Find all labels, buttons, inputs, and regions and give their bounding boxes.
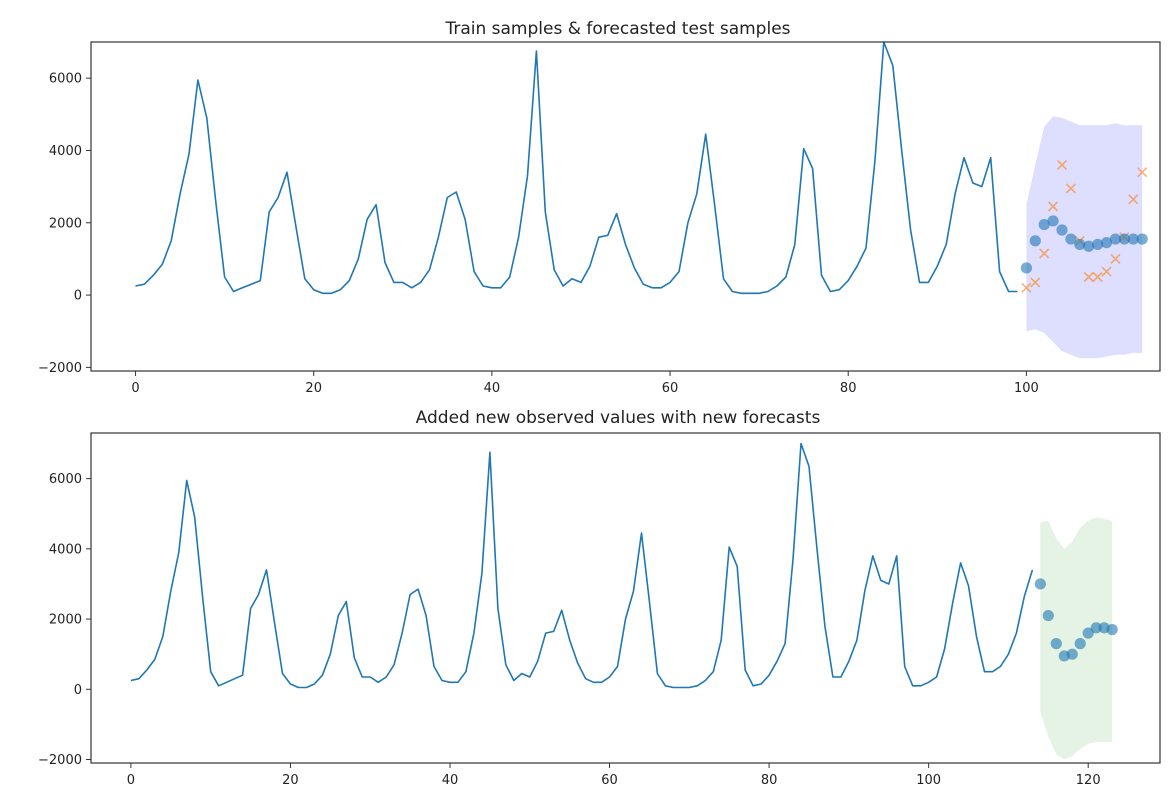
axes-frame [90,41,1161,372]
forecast-point [1056,224,1068,236]
y-tick-label: 6000 [49,72,82,87]
test-point [1092,271,1103,283]
chart-title: Train samples & forecasted test samples [444,19,790,39]
forecast-point [1118,233,1130,245]
test-point [1056,159,1068,170]
test-point [1128,194,1139,205]
x-tick-label: 20 [282,773,299,788]
forecast-point [1042,609,1054,622]
test-point [1065,183,1076,194]
test-point [1021,282,1032,293]
test-point [1110,253,1121,264]
y-tick-label: 0 [74,289,82,304]
forecast-point [1106,623,1118,636]
test-point [1083,271,1094,283]
forecast-point [1082,627,1094,639]
forecast-point [1092,238,1104,251]
x-tick-label: 60 [601,773,618,788]
forecast-point [1090,622,1102,634]
axes-frame [90,432,1161,764]
forecast-point [1074,638,1086,650]
y-tick-label: 6000 [49,472,82,487]
forecast-point [1029,235,1041,247]
chart-title: Added new observed values with new forec… [416,408,821,428]
test-point [1137,167,1148,178]
forecast-point [1034,578,1046,590]
forecast-point [1050,638,1062,650]
forecast-point [1083,240,1095,252]
y-tick-label: 4000 [49,144,82,159]
test-point [1030,277,1041,288]
x-tick-label: 80 [761,773,778,788]
test-point [1039,248,1050,259]
y-tick-label: −2000 [38,753,82,768]
forecast-point [1066,648,1078,660]
forecast-point [1100,237,1113,249]
x-tick-label: 80 [840,381,857,396]
x-tick-label: 100 [1014,381,1039,396]
forecast-point [1109,233,1122,245]
y-tick-label: 2000 [49,613,82,628]
y-tick-label: −2000 [38,361,82,376]
forecast-point [1074,238,1086,251]
test-point [1101,266,1112,277]
y-tick-label: 4000 [49,542,82,557]
forecast-point [1047,215,1059,227]
x-tick-label: 0 [127,773,135,788]
x-tick-label: 120 [1076,773,1101,788]
observed-series-line [130,442,1034,689]
x-tick-label: 60 [662,381,679,396]
y-tick-label: 0 [74,683,82,698]
chart-panel-bottom: Added new observed values with new forec… [38,408,1161,788]
confidence-band [1040,517,1113,760]
forecast-point [1127,233,1139,245]
forecast-point [1136,233,1148,245]
chart-panel-top: Train samples & forecasted test samples … [38,19,1161,396]
train-series-line [135,41,1018,295]
forecast-point [1065,233,1077,245]
x-tick-label: 100 [916,773,941,788]
x-tick-label: 40 [484,381,501,396]
x-tick-label: 0 [131,381,139,396]
forecast-point [1020,262,1032,274]
forecast-point [1038,218,1050,231]
x-tick-label: 40 [442,773,459,788]
test-point [1048,201,1059,212]
y-tick-label: 2000 [49,216,82,231]
x-tick-label: 20 [305,381,322,396]
